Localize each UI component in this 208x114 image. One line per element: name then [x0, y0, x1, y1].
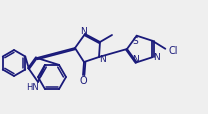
Text: O: O — [79, 75, 87, 85]
Text: HN: HN — [27, 82, 39, 91]
Text: N: N — [153, 52, 160, 61]
Text: S: S — [133, 37, 139, 46]
Text: N: N — [81, 26, 87, 35]
Text: Cl: Cl — [168, 45, 178, 55]
Text: N: N — [132, 54, 139, 63]
Text: N: N — [100, 54, 106, 63]
